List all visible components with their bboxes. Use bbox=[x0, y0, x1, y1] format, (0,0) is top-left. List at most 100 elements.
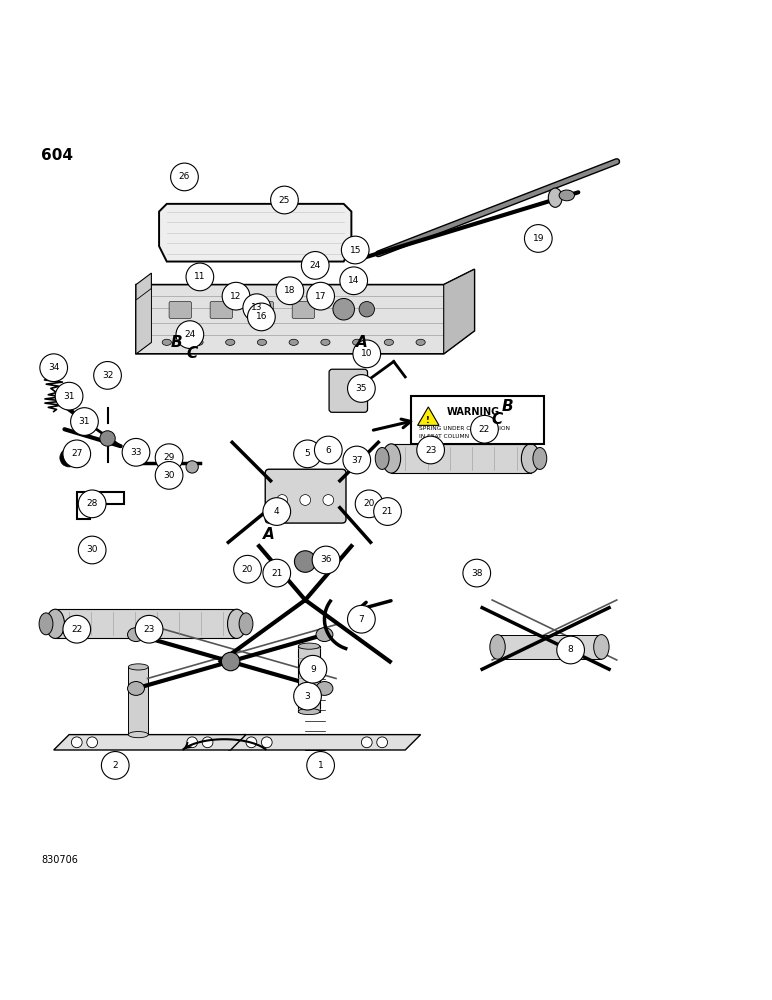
Text: 30: 30 bbox=[164, 471, 174, 480]
Ellipse shape bbox=[316, 628, 333, 642]
Circle shape bbox=[271, 186, 298, 214]
Ellipse shape bbox=[257, 339, 266, 345]
Circle shape bbox=[40, 354, 67, 382]
Circle shape bbox=[100, 431, 115, 446]
Ellipse shape bbox=[228, 609, 246, 638]
Text: !: ! bbox=[426, 416, 430, 425]
Circle shape bbox=[187, 737, 198, 748]
Text: 6: 6 bbox=[326, 446, 331, 455]
Ellipse shape bbox=[194, 339, 203, 345]
Circle shape bbox=[300, 495, 310, 505]
Text: 29: 29 bbox=[164, 453, 174, 462]
Bar bbox=[56, 609, 237, 638]
Text: 27: 27 bbox=[71, 449, 83, 458]
Text: 1: 1 bbox=[318, 761, 323, 770]
Ellipse shape bbox=[375, 448, 389, 469]
Circle shape bbox=[294, 551, 316, 572]
Circle shape bbox=[93, 362, 121, 389]
Circle shape bbox=[70, 408, 98, 435]
Ellipse shape bbox=[46, 609, 65, 638]
Circle shape bbox=[299, 655, 327, 683]
Circle shape bbox=[155, 444, 183, 472]
Circle shape bbox=[176, 321, 204, 348]
FancyBboxPatch shape bbox=[292, 302, 314, 318]
Ellipse shape bbox=[128, 664, 148, 670]
Bar bbox=[298, 646, 320, 712]
Text: 14: 14 bbox=[348, 276, 360, 285]
Text: 10: 10 bbox=[361, 349, 373, 358]
Text: 20: 20 bbox=[242, 565, 253, 574]
Bar bbox=[391, 444, 530, 473]
Circle shape bbox=[222, 652, 240, 671]
Circle shape bbox=[557, 636, 584, 664]
Text: 13: 13 bbox=[251, 303, 262, 312]
Circle shape bbox=[86, 737, 97, 748]
Text: B: B bbox=[171, 335, 183, 350]
Ellipse shape bbox=[490, 635, 505, 659]
Circle shape bbox=[347, 605, 375, 633]
Text: 33: 33 bbox=[130, 448, 142, 457]
Polygon shape bbox=[418, 407, 439, 425]
Text: 16: 16 bbox=[256, 312, 267, 321]
Text: 604: 604 bbox=[42, 148, 73, 163]
Ellipse shape bbox=[316, 682, 333, 695]
Text: 36: 36 bbox=[320, 555, 332, 564]
Text: IN SEAT COLUMN: IN SEAT COLUMN bbox=[419, 434, 469, 439]
Circle shape bbox=[56, 382, 83, 410]
Ellipse shape bbox=[239, 613, 253, 635]
Circle shape bbox=[248, 303, 276, 331]
Text: 12: 12 bbox=[230, 292, 242, 301]
Text: C: C bbox=[492, 412, 503, 427]
Circle shape bbox=[301, 252, 329, 279]
Circle shape bbox=[341, 236, 369, 264]
FancyBboxPatch shape bbox=[266, 469, 346, 523]
Circle shape bbox=[333, 298, 354, 320]
Circle shape bbox=[222, 282, 250, 310]
Circle shape bbox=[355, 490, 383, 518]
Text: 32: 32 bbox=[102, 371, 113, 380]
Text: 8: 8 bbox=[567, 645, 574, 654]
Polygon shape bbox=[159, 204, 351, 262]
Circle shape bbox=[471, 415, 498, 443]
Ellipse shape bbox=[353, 339, 362, 345]
Bar bbox=[497, 635, 601, 659]
Circle shape bbox=[347, 375, 375, 402]
Circle shape bbox=[171, 163, 198, 191]
Text: 9: 9 bbox=[310, 665, 316, 674]
Circle shape bbox=[246, 737, 257, 748]
Ellipse shape bbox=[321, 339, 330, 345]
Circle shape bbox=[277, 495, 287, 505]
Circle shape bbox=[243, 294, 271, 322]
Circle shape bbox=[60, 448, 78, 467]
Circle shape bbox=[306, 752, 334, 779]
Ellipse shape bbox=[548, 188, 562, 207]
Text: 7: 7 bbox=[358, 615, 364, 624]
Ellipse shape bbox=[521, 444, 540, 473]
Circle shape bbox=[323, 495, 334, 505]
Ellipse shape bbox=[305, 662, 325, 668]
Text: 19: 19 bbox=[533, 234, 544, 243]
Text: 31: 31 bbox=[63, 392, 75, 401]
Text: 11: 11 bbox=[194, 272, 205, 281]
Circle shape bbox=[306, 282, 334, 310]
Text: 5: 5 bbox=[305, 449, 310, 458]
Circle shape bbox=[361, 737, 372, 748]
FancyBboxPatch shape bbox=[169, 302, 191, 318]
Polygon shape bbox=[229, 735, 421, 750]
Circle shape bbox=[101, 752, 129, 779]
Polygon shape bbox=[136, 273, 151, 354]
Ellipse shape bbox=[594, 635, 609, 659]
Circle shape bbox=[359, 302, 374, 317]
Text: 3: 3 bbox=[305, 692, 310, 701]
Circle shape bbox=[155, 462, 183, 489]
Text: 35: 35 bbox=[356, 384, 367, 393]
Text: 38: 38 bbox=[471, 569, 482, 578]
Text: 23: 23 bbox=[425, 446, 436, 455]
Circle shape bbox=[343, 446, 371, 474]
Polygon shape bbox=[54, 735, 246, 750]
Circle shape bbox=[262, 737, 273, 748]
Text: C: C bbox=[187, 346, 198, 361]
Text: 21: 21 bbox=[382, 507, 393, 516]
Text: 22: 22 bbox=[71, 625, 83, 634]
Ellipse shape bbox=[289, 339, 298, 345]
